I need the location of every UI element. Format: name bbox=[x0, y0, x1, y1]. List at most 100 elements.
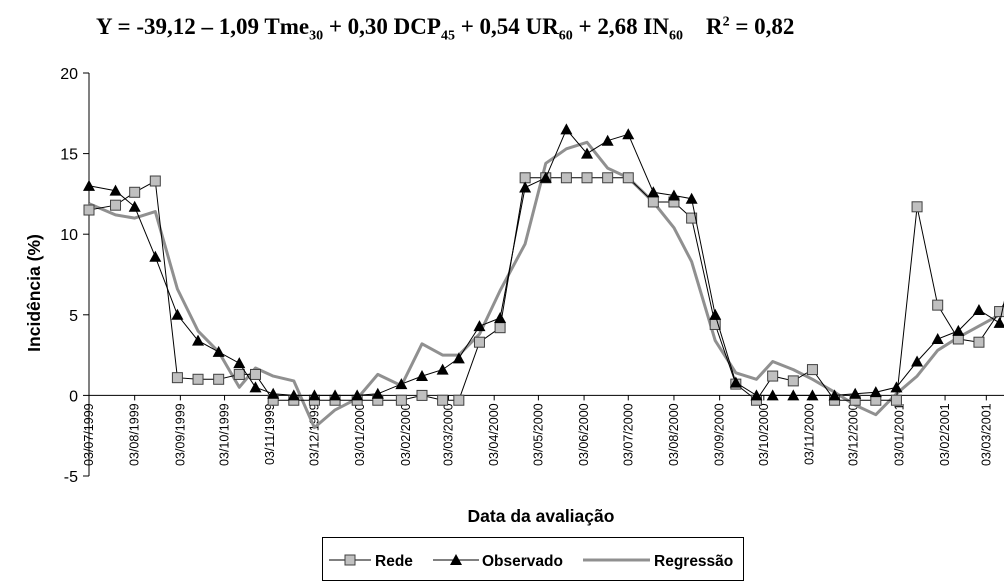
data-point bbox=[890, 394, 902, 406]
data-point bbox=[560, 172, 572, 184]
y-axis-title: Incidência (%) bbox=[24, 234, 44, 352]
axes: -5 0 5 10 15 20 03/07/1999 03/08/1999 03/09/1999… bbox=[60, 66, 1004, 486]
x-tick-label: 03/08/2000 bbox=[667, 403, 681, 466]
x-tick-label: 03/04/2000 bbox=[487, 403, 501, 466]
data-point bbox=[952, 324, 965, 336]
y-tick-label: 10 bbox=[60, 227, 78, 244]
data-point bbox=[415, 370, 428, 382]
x-tick-label: 03/06/2000 bbox=[577, 403, 591, 466]
data-point bbox=[750, 389, 763, 401]
series-observado bbox=[83, 123, 1004, 401]
data-point bbox=[395, 394, 407, 406]
x-tick-label: 03/03/2001 bbox=[979, 403, 993, 466]
data-point bbox=[890, 381, 903, 393]
data-point bbox=[267, 387, 280, 399]
legend-item-regressao: Regressão bbox=[583, 553, 733, 570]
data-point bbox=[539, 171, 552, 183]
data-point bbox=[622, 172, 634, 184]
data-point bbox=[581, 147, 594, 159]
y-tick-label: 5 bbox=[69, 308, 78, 325]
x-tick-label: 03/10/1999 bbox=[218, 403, 232, 466]
data-point bbox=[473, 320, 486, 332]
data-point bbox=[849, 387, 862, 399]
data-point bbox=[416, 389, 428, 401]
data-point bbox=[494, 312, 507, 324]
data-point bbox=[233, 357, 246, 369]
data-point bbox=[192, 334, 205, 346]
data-point bbox=[233, 368, 245, 380]
y-tick-label: 0 bbox=[69, 388, 78, 405]
x-tick-label: 03/02/2001 bbox=[938, 403, 952, 466]
data-point bbox=[869, 386, 882, 398]
data-point bbox=[519, 181, 532, 193]
data-point bbox=[560, 123, 573, 135]
series-line bbox=[88, 140, 1004, 430]
data-point bbox=[729, 376, 742, 388]
x-tick-label: 03/05/2000 bbox=[531, 403, 545, 466]
data-point bbox=[213, 373, 225, 385]
series-layer bbox=[83, 123, 1004, 430]
data-point bbox=[452, 352, 465, 364]
data-point bbox=[83, 204, 95, 216]
x-tick-label: 03/12/2000 bbox=[847, 403, 861, 466]
data-point bbox=[622, 128, 635, 140]
data-point bbox=[602, 172, 614, 184]
data-point bbox=[329, 389, 342, 401]
data-point bbox=[647, 186, 660, 198]
data-point bbox=[171, 372, 183, 384]
data-point bbox=[766, 389, 779, 401]
data-point bbox=[932, 299, 944, 311]
data-point bbox=[212, 345, 225, 357]
data-point bbox=[249, 368, 261, 380]
chart-title: Y = -39,12 – 1,09 Tme30 + 0,30 DCP45 + 0… bbox=[96, 14, 795, 44]
x-tick-label: 03/12/1999 bbox=[307, 403, 321, 466]
legend: Rede Observado Regressão bbox=[322, 537, 744, 581]
data-point bbox=[129, 186, 141, 198]
x-tick-label: 03/03/2000 bbox=[442, 403, 456, 466]
data-point bbox=[686, 212, 698, 224]
data-point bbox=[806, 364, 818, 376]
data-point bbox=[453, 394, 465, 406]
data-point bbox=[647, 196, 659, 208]
x-tick-label: 03/02/2000 bbox=[399, 403, 413, 466]
data-point bbox=[767, 370, 779, 382]
data-point bbox=[667, 189, 680, 201]
x-tick-label: 03/07/1999 bbox=[82, 403, 96, 466]
series-regressão bbox=[88, 140, 1004, 430]
x-tick-label: 03/09/2000 bbox=[713, 403, 727, 466]
legend-item-rede: Rede bbox=[329, 553, 413, 570]
y-tick-label: -5 bbox=[64, 469, 78, 486]
data-point bbox=[973, 336, 985, 348]
data-point bbox=[149, 250, 162, 262]
data-point bbox=[473, 336, 485, 348]
legend-label-regressao: Regressão bbox=[654, 553, 733, 570]
data-point bbox=[806, 389, 819, 401]
x-tick-label: 03/08/1999 bbox=[128, 403, 142, 466]
data-point bbox=[931, 332, 944, 344]
data-point bbox=[128, 200, 141, 212]
x-tick-label: 03/01/2001 bbox=[892, 403, 906, 466]
data-point bbox=[911, 355, 924, 367]
data-point bbox=[494, 322, 506, 334]
data-point bbox=[994, 306, 1004, 318]
data-point bbox=[993, 316, 1004, 328]
data-point bbox=[685, 192, 698, 204]
data-point bbox=[149, 175, 161, 187]
data-point bbox=[601, 134, 614, 146]
legend-label-rede: Rede bbox=[375, 553, 413, 570]
data-point bbox=[787, 375, 799, 387]
data-point bbox=[171, 308, 184, 320]
legend-label-observado: Observado bbox=[482, 553, 563, 570]
data-point bbox=[709, 308, 722, 320]
data-point bbox=[436, 363, 449, 375]
data-point bbox=[828, 389, 841, 401]
data-point bbox=[911, 201, 923, 213]
legend-item-observado: Observado bbox=[433, 553, 563, 570]
x-axis-title: Data da avaliação bbox=[468, 506, 615, 526]
x-tick-label: 03/07/2000 bbox=[621, 403, 635, 466]
data-point bbox=[192, 373, 204, 385]
data-point bbox=[109, 184, 122, 196]
data-point bbox=[972, 303, 985, 315]
series-line bbox=[88, 128, 1004, 396]
data-point bbox=[787, 389, 800, 401]
